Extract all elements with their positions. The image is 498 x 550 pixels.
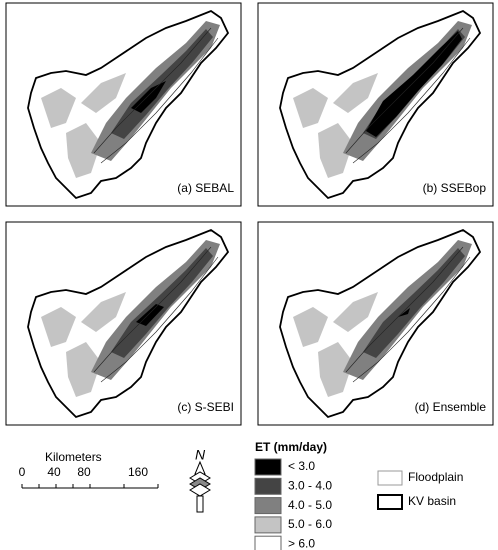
map-panel: (d) Ensemble bbox=[257, 221, 494, 426]
legend-label: Floodplain bbox=[408, 470, 463, 484]
legend-swatch bbox=[254, 516, 282, 534]
legend-swatch bbox=[377, 494, 403, 510]
et-zone bbox=[66, 342, 101, 397]
et-zone bbox=[318, 342, 353, 397]
floodplain bbox=[93, 27, 219, 164]
legend-swatch bbox=[377, 470, 403, 486]
map-panel: (b) SSEBop bbox=[257, 2, 494, 207]
et-zone bbox=[363, 248, 465, 358]
panel-label: (b) SSEBop bbox=[423, 181, 487, 195]
north-label: N bbox=[195, 447, 206, 463]
basin-outline bbox=[279, 9, 482, 200]
et-zone bbox=[41, 88, 76, 128]
legend-label: KV basin bbox=[408, 494, 456, 508]
legend-swatch bbox=[254, 497, 282, 515]
scale-tick-label: 160 bbox=[128, 465, 148, 479]
et-zone bbox=[398, 308, 410, 317]
scale-tick-label: 80 bbox=[77, 465, 91, 479]
et-zone bbox=[293, 307, 328, 347]
legend-label: > 6.0 bbox=[288, 536, 315, 550]
panel-label: (a) SEBAL bbox=[177, 181, 234, 195]
basin-outline bbox=[27, 9, 230, 200]
legend-swatch bbox=[254, 535, 282, 550]
et-zone bbox=[81, 292, 126, 332]
legend-label: 4.0 - 5.0 bbox=[288, 498, 332, 512]
legend-swatch bbox=[254, 477, 282, 495]
floodplain bbox=[93, 246, 219, 383]
et-zone bbox=[111, 248, 213, 358]
north-arrow: N bbox=[189, 447, 211, 513]
map-panel: (c) S-SEBI bbox=[5, 221, 242, 426]
et-zone bbox=[333, 292, 378, 332]
et-zone bbox=[333, 73, 378, 113]
map-panel: (a) SEBAL bbox=[5, 2, 242, 207]
legend-label: < 3.0 bbox=[288, 459, 315, 473]
basin-outline bbox=[279, 228, 482, 419]
et-zone bbox=[293, 88, 328, 128]
floodplain bbox=[345, 27, 471, 164]
et-legend-title: ET (mm/day) bbox=[255, 440, 327, 454]
legend-swatch bbox=[254, 458, 282, 476]
et-zone bbox=[131, 81, 166, 113]
basin-outline bbox=[27, 228, 230, 419]
scale-tick-label: 40 bbox=[47, 465, 61, 479]
legend-label: 5.0 - 6.0 bbox=[288, 517, 332, 531]
scale-title: Kilometers bbox=[45, 450, 102, 464]
panel-label: (d) Ensemble bbox=[415, 400, 487, 414]
scale-tick-label: 0 bbox=[19, 465, 26, 479]
et-zone bbox=[66, 123, 101, 178]
floodplain bbox=[345, 246, 471, 383]
et-zone bbox=[136, 304, 164, 326]
et-zone bbox=[81, 73, 126, 113]
panel-label: (c) S-SEBI bbox=[177, 400, 234, 414]
et-zone bbox=[318, 123, 353, 178]
legend-label: 3.0 - 4.0 bbox=[288, 478, 332, 492]
et-zone bbox=[41, 307, 76, 347]
